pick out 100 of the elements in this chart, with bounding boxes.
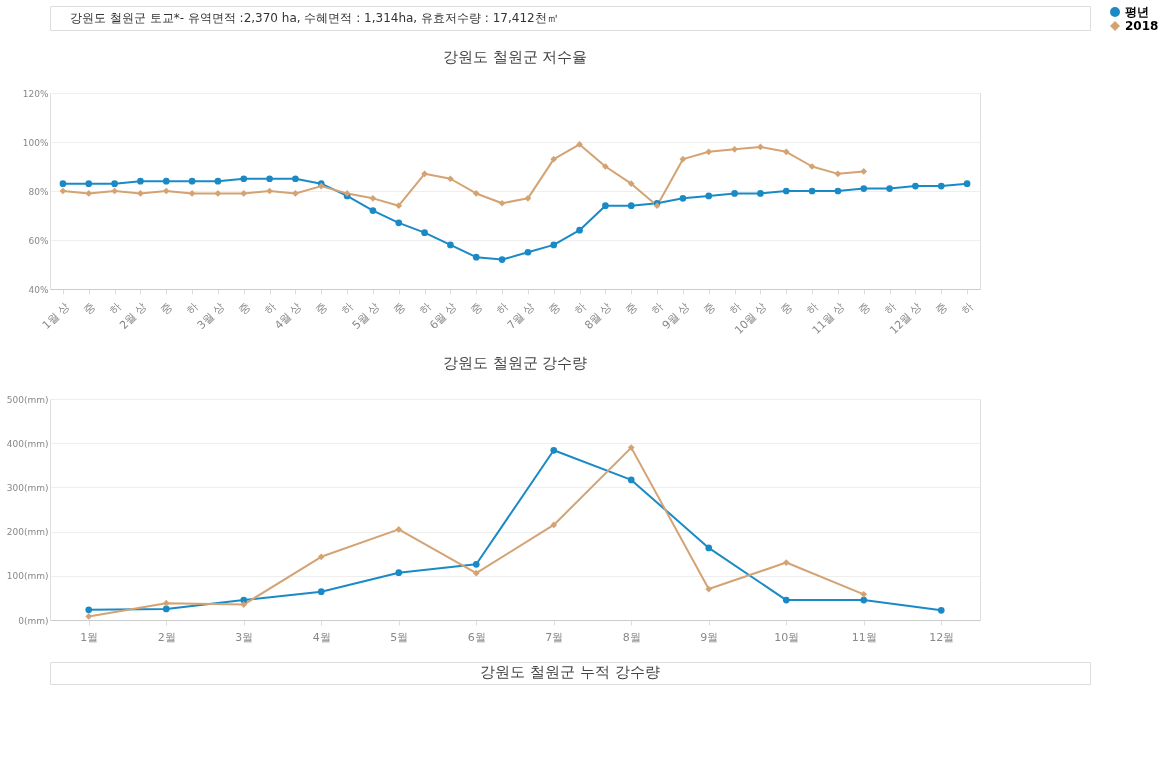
point xyxy=(472,569,480,577)
legend-label: 2018 xyxy=(1125,19,1159,33)
legend-label: 평년 xyxy=(1125,5,1149,19)
y-tick-label: 200(mm) xyxy=(6,527,49,538)
point xyxy=(447,175,454,183)
point xyxy=(240,601,248,608)
x-tick-label: 9월 xyxy=(700,630,719,644)
point xyxy=(498,256,506,263)
x-tick-label: 6월 xyxy=(467,630,486,644)
point xyxy=(524,195,532,202)
x-tick-label: 중 xyxy=(623,299,641,317)
point xyxy=(188,177,196,185)
point xyxy=(627,180,635,187)
point xyxy=(59,187,67,195)
x-tick-label: 하 xyxy=(106,299,124,317)
x-tick-label: 10월 xyxy=(774,630,800,644)
point xyxy=(162,177,170,185)
x-tick-label: 12월 xyxy=(929,630,955,644)
point xyxy=(472,190,480,197)
y-tick-label: 400(mm) xyxy=(6,438,49,449)
point xyxy=(731,146,738,153)
point xyxy=(498,199,506,207)
x-tick-label: 11월 xyxy=(851,630,877,644)
point xyxy=(627,202,635,210)
y-tick-label: 500(mm) xyxy=(6,394,49,405)
text: 강원도 철원군 토교*- 유역면적 :2,370 ha, 수혜면적 : 1,314ha, 유효저수량 : 17,412천㎥ xyxy=(70,11,559,25)
point xyxy=(860,185,868,192)
point xyxy=(214,177,222,185)
chart-title: 강원도 철원군 강수량 xyxy=(442,354,588,372)
x-tick-label: 중 xyxy=(235,299,253,317)
point xyxy=(963,180,971,187)
x-tick-label: 1월 xyxy=(80,630,99,644)
point xyxy=(602,202,609,210)
point xyxy=(240,175,248,183)
point xyxy=(886,185,893,192)
point xyxy=(782,596,790,604)
x-tick-label: 중 xyxy=(158,299,176,317)
point xyxy=(266,175,273,183)
x-tick-label: 하 xyxy=(416,299,434,317)
x-tick-label: 하 xyxy=(649,299,667,317)
point xyxy=(912,182,919,190)
x-tick-label: 2월 xyxy=(157,630,176,644)
point xyxy=(85,613,93,620)
x-tick-label: 하 xyxy=(959,299,977,317)
point xyxy=(395,569,403,577)
x-tick-label: 하 xyxy=(726,299,744,317)
point xyxy=(292,190,299,197)
point xyxy=(137,177,144,185)
point xyxy=(111,180,118,187)
point xyxy=(240,190,248,197)
point xyxy=(472,560,480,568)
point xyxy=(757,190,764,197)
x-tick-label: 하 xyxy=(261,299,279,317)
y-tick-label: 300(mm) xyxy=(6,482,49,493)
point xyxy=(317,553,325,561)
x-tick-label: 중 xyxy=(778,299,796,317)
x-tick-label: 3월 xyxy=(235,630,254,644)
point xyxy=(576,226,583,234)
x-tick-label: 중 xyxy=(933,299,951,317)
point xyxy=(395,526,403,533)
x-tick-label: 중 xyxy=(468,299,486,317)
x-tick-label: 7월 xyxy=(545,630,564,644)
point xyxy=(369,195,377,202)
point xyxy=(679,155,687,163)
point xyxy=(421,229,428,236)
point xyxy=(860,591,868,598)
x-tick-label: 중 xyxy=(545,299,563,317)
point xyxy=(782,148,790,156)
point xyxy=(808,187,816,195)
point xyxy=(369,207,377,214)
point xyxy=(937,182,945,190)
point xyxy=(85,180,93,187)
x-tick-label: 하 xyxy=(339,299,357,317)
point xyxy=(137,190,144,197)
point xyxy=(395,219,403,227)
point xyxy=(834,170,842,178)
point xyxy=(447,241,454,249)
point xyxy=(731,190,738,197)
text: 강원도 철원군 누적 강수량 xyxy=(480,663,660,681)
point xyxy=(705,148,713,156)
point xyxy=(705,544,713,552)
point xyxy=(679,195,687,202)
point xyxy=(834,187,842,195)
point xyxy=(550,155,558,163)
y-tick-label: 40% xyxy=(28,284,49,295)
point xyxy=(421,170,428,178)
point xyxy=(705,585,713,593)
x-tick-label: 5월 xyxy=(390,630,409,644)
point xyxy=(627,444,635,451)
point xyxy=(162,599,170,607)
point xyxy=(937,606,945,614)
x-tick-label: 하 xyxy=(494,299,512,317)
x-tick-label: 중 xyxy=(313,299,331,317)
point xyxy=(85,190,93,197)
point xyxy=(602,163,609,170)
y-tick-label: 0(mm) xyxy=(18,615,49,626)
point xyxy=(550,241,558,249)
y-tick-label: 80% xyxy=(28,186,49,197)
point xyxy=(550,446,558,454)
point xyxy=(395,202,403,210)
